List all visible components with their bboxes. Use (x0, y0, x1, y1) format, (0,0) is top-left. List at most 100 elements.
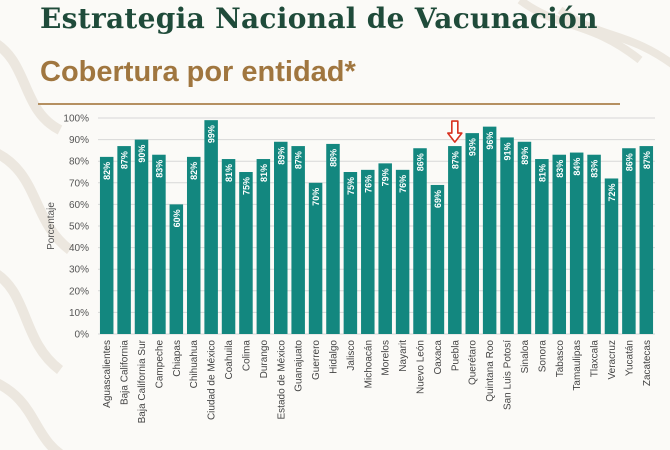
bar-value-label: 90% (137, 145, 147, 163)
y-axis-label: Porcentaje (46, 202, 57, 250)
bar (482, 126, 497, 334)
bar (291, 146, 305, 334)
y-tick-label: 50% (69, 222, 89, 233)
y-tick-label: 10% (69, 308, 89, 319)
x-tick-label: Colima (241, 340, 252, 372)
bar (256, 159, 271, 334)
bar-value-label: 60% (172, 209, 182, 227)
bar-value-label: 83% (590, 160, 600, 178)
x-tick-label: Veracruz (607, 340, 618, 379)
bar (604, 178, 619, 334)
bar (274, 141, 288, 334)
bar-value-label: 86% (416, 153, 426, 171)
x-tick-label: Zacatecas (642, 340, 653, 386)
bar-value-label: 96% (485, 132, 495, 150)
y-tick-label: 40% (69, 243, 89, 254)
y-tick-label: 60% (69, 200, 89, 211)
bar (413, 148, 427, 334)
bar (500, 137, 514, 334)
bar (326, 143, 340, 334)
bar (587, 154, 601, 334)
bar-value-label: 76% (363, 175, 373, 193)
bar-value-label: 75% (346, 177, 356, 195)
x-tick-label: Ciudad de México (207, 340, 218, 420)
bar-value-label: 75% (241, 177, 251, 195)
bar-value-label: 70% (311, 188, 321, 206)
bar-value-label: 87% (294, 151, 304, 169)
bar-value-label: 87% (450, 151, 460, 169)
x-tick-label: Puebla (450, 340, 461, 372)
x-tick-label: Aguascalientes (102, 340, 113, 408)
bar-value-label: 81% (224, 164, 234, 182)
bar (99, 156, 114, 334)
y-tick-label: 70% (69, 178, 89, 189)
y-tick-label: 90% (69, 135, 89, 146)
x-tick-label: Coahuila (224, 340, 235, 380)
bar (361, 169, 375, 334)
x-tick-label: Morelos (381, 340, 392, 376)
bar (569, 152, 584, 334)
bar-value-label: 84% (572, 158, 582, 176)
x-tick-label: Campeche (154, 340, 165, 389)
bar-value-label: 99% (207, 125, 217, 143)
bar (395, 169, 410, 334)
bar-value-label: 88% (328, 149, 338, 167)
bar-value-label: 87% (642, 151, 652, 169)
bar (169, 204, 184, 334)
bar-value-label: 89% (276, 147, 286, 165)
bar (343, 172, 358, 334)
bar (552, 154, 567, 334)
x-tick-label: Durango (259, 340, 270, 379)
bar (117, 146, 131, 334)
x-tick-label: Sinaloa (520, 340, 531, 374)
bar-value-label: 87% (120, 151, 130, 169)
bar-value-label: 86% (624, 153, 634, 171)
y-tick-label: 20% (69, 286, 89, 297)
bar (186, 156, 201, 334)
x-tick-label: Guerrero (311, 340, 322, 380)
highlight-arrow-icon (447, 120, 463, 143)
x-tick-label: Nayarit (398, 340, 409, 372)
x-tick-label: Quintana Roo (485, 340, 496, 402)
bar (517, 141, 532, 334)
bar-value-label: 69% (433, 190, 443, 208)
x-tick-label: Nuevo León (416, 340, 427, 394)
x-tick-label: Hidalgo (328, 340, 339, 374)
bar-value-label: 83% (154, 160, 164, 178)
x-tick-label: Baja California (120, 340, 131, 405)
x-tick-label: Yucatán (624, 340, 635, 376)
x-tick-label: Michoacán (363, 340, 374, 388)
bar (239, 172, 253, 334)
bar-value-label: 81% (537, 164, 547, 182)
bar-value-label: 91% (503, 142, 513, 160)
bar (204, 120, 218, 334)
bar (465, 133, 479, 334)
bar-value-label: 76% (398, 175, 408, 193)
y-tick-label: 100% (63, 114, 89, 125)
bar-value-label: 89% (520, 147, 530, 165)
bar-value-label: 72% (607, 183, 617, 201)
x-tick-label: Jalisco (346, 340, 357, 371)
x-tick-label: Tlaxcala (590, 340, 601, 378)
bar (308, 182, 323, 334)
page-title: Estrategia Nacional de Vacunación (40, 2, 598, 35)
bar-value-label: 82% (189, 162, 199, 180)
bar-value-label: 82% (102, 162, 112, 180)
bar (221, 159, 236, 334)
bar (448, 146, 462, 334)
x-tick-label: Chihuahua (189, 340, 200, 389)
x-tick-label: Querétaro (468, 340, 479, 385)
x-tick-label: San Luis Potosí (503, 340, 514, 410)
y-tick-label: 80% (69, 157, 89, 168)
bar-value-label: 79% (381, 168, 391, 186)
bar (639, 146, 654, 334)
bar (378, 163, 392, 334)
x-tick-label: Baja California Sur (137, 339, 148, 423)
y-tick-label: 30% (69, 265, 89, 276)
bar (134, 139, 149, 334)
x-tick-label: Sonora (537, 340, 548, 373)
page-subtitle: Cobertura por entidad* (40, 56, 356, 88)
bar (152, 154, 166, 334)
x-tick-label: Chiapas (172, 340, 183, 377)
